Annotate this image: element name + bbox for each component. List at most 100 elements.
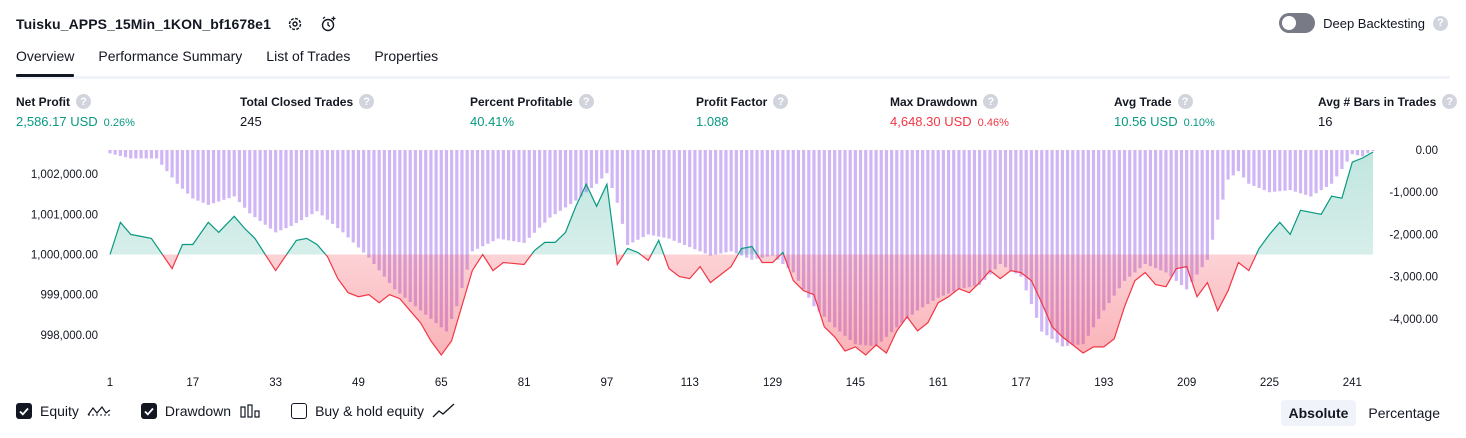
deep-backtesting-control: Deep Backtesting ? <box>1279 13 1448 33</box>
drawdown-bar <box>481 150 485 247</box>
drawdown-bar <box>553 150 557 215</box>
drawdown-bar <box>320 150 324 216</box>
drawdown-bar <box>165 150 169 172</box>
legend-buy-hold[interactable]: Buy & hold equity <box>291 403 456 419</box>
drawdown-bar <box>1102 150 1106 311</box>
drawdown-bar <box>812 150 816 307</box>
info-icon[interactable]: ? <box>359 94 375 109</box>
metric-label: Avg # Bars in Trades <box>1318 94 1437 109</box>
equity-line-loss <box>110 254 1257 357</box>
drawdown-bar <box>382 150 386 277</box>
drawdown-bar <box>1221 150 1225 200</box>
drawdown-bar <box>1045 150 1049 336</box>
drawdown-bar <box>569 150 573 205</box>
drawdown-bar <box>351 150 355 243</box>
drawdown-bar <box>636 150 640 240</box>
drawdown-bar <box>1190 150 1194 282</box>
drawdown-bar <box>1185 150 1189 290</box>
legend-equity[interactable]: Equity <box>16 403 111 419</box>
equity-checkbox[interactable] <box>16 403 32 419</box>
info-icon[interactable]: ? <box>578 94 594 109</box>
deep-backtesting-toggle[interactable] <box>1279 13 1316 33</box>
drawdown-bar <box>532 150 537 233</box>
drawdown-bar <box>895 150 899 328</box>
drawdown-bar <box>232 150 236 197</box>
drawdown-bar <box>1071 150 1075 346</box>
x-axis-tick-label: 225 <box>1260 377 1279 389</box>
info-icon[interactable]: ? <box>1177 94 1193 109</box>
tab-properties[interactable]: Properties <box>374 48 439 64</box>
drawdown-bar <box>822 150 826 317</box>
tab-list-of-trades[interactable]: List of Trades <box>266 48 351 64</box>
help-icon[interactable]: ? <box>1433 15 1448 31</box>
info-icon[interactable]: ? <box>983 94 999 109</box>
drawdown-bar <box>853 150 857 345</box>
drawdown-bar <box>946 150 951 294</box>
drawdown-bar <box>274 150 278 233</box>
drawdown-bar <box>418 150 423 311</box>
drawdown-bar <box>470 150 474 252</box>
drawdown-bar <box>905 150 909 319</box>
drawdown-bars <box>108 150 1375 347</box>
right-axis-tick-label: 0.00 <box>1416 145 1438 157</box>
metric-label: Net Profit <box>16 94 70 109</box>
drawdown-bar <box>248 150 252 214</box>
add-alert-icon[interactable] <box>319 14 339 34</box>
x-axis-tick-label: 17 <box>186 377 199 389</box>
absolute-button[interactable]: Absolute <box>1280 400 1357 426</box>
drawdown-checkbox[interactable] <box>140 403 157 419</box>
drawdown-bar <box>465 150 469 270</box>
metric-avg-trade: Avg Trade? 10.56 USD 0.10% <box>1114 94 1215 129</box>
buy-hold-checkbox[interactable] <box>291 403 308 419</box>
drawdown-bar <box>967 150 971 288</box>
drawdown-bar <box>196 150 200 201</box>
x-axis-tick-label: 193 <box>1094 377 1113 389</box>
drawdown-bar <box>289 150 293 226</box>
metric-avg-bars-in-trades: Avg # Bars in Trades? 16 <box>1318 94 1458 129</box>
toggle-knob <box>1282 16 1297 30</box>
drawdown-bar <box>1236 150 1241 172</box>
drawdown-bar <box>258 150 262 221</box>
drawdown-bar <box>688 150 692 248</box>
tab-overview[interactable]: Overview <box>16 48 75 77</box>
drawdown-bar <box>936 150 940 298</box>
tab-performance-summary[interactable]: Performance Summary <box>98 48 243 64</box>
settings-icon[interactable] <box>285 14 305 34</box>
drawdown-bar <box>1361 150 1365 157</box>
drawdown-bar <box>1107 150 1111 304</box>
percentage-button[interactable]: Percentage <box>1368 405 1440 421</box>
metric-value: 245 <box>240 114 262 129</box>
drawdown-bar <box>1159 150 1163 271</box>
info-icon[interactable]: ? <box>773 94 789 109</box>
drawdown-bar <box>626 150 630 245</box>
drawdown-bar <box>755 150 759 259</box>
drawdown-bar <box>506 150 511 241</box>
info-icon[interactable]: ? <box>76 94 91 109</box>
drawdown-bar <box>517 150 521 243</box>
equity-drawdown-chart[interactable]: 1,002,000.00 1,001,000.00 1,000,000.00 999,… <box>0 140 1466 395</box>
drawdown-bar <box>1309 150 1313 197</box>
drawdown-bar <box>310 150 314 215</box>
drawdown-bar <box>827 150 832 323</box>
drawdown-bar <box>802 150 806 290</box>
drawdown-bar <box>1314 150 1318 194</box>
drawdown-bar <box>242 150 247 208</box>
metric-net-profit: Net Profit? 2,586.17 USD 0.26% <box>16 94 135 129</box>
drawdown-bar <box>833 150 837 328</box>
x-axis-tick-label: 161 <box>929 377 948 389</box>
drawdown-bar <box>1034 150 1039 318</box>
deep-backtesting-label: Deep Backtesting <box>1323 15 1425 31</box>
drawdown-bar <box>1257 150 1261 188</box>
drawdown-bar <box>1060 150 1065 347</box>
drawdown-bar <box>1366 150 1370 154</box>
drawdown-bar <box>729 150 733 252</box>
drawdown-bar <box>708 150 713 256</box>
metric-label: Percent Profitable <box>470 94 573 109</box>
drawdown-bar <box>1329 150 1334 184</box>
metric-value: 16 <box>1318 114 1333 129</box>
drawdown-bar <box>1143 150 1147 264</box>
left-axis-tick-label: 999,000.00 <box>40 290 98 302</box>
legend-drawdown[interactable]: Drawdown <box>140 403 261 419</box>
info-icon[interactable]: ? <box>1442 94 1458 109</box>
drawdown-bar <box>144 150 148 159</box>
